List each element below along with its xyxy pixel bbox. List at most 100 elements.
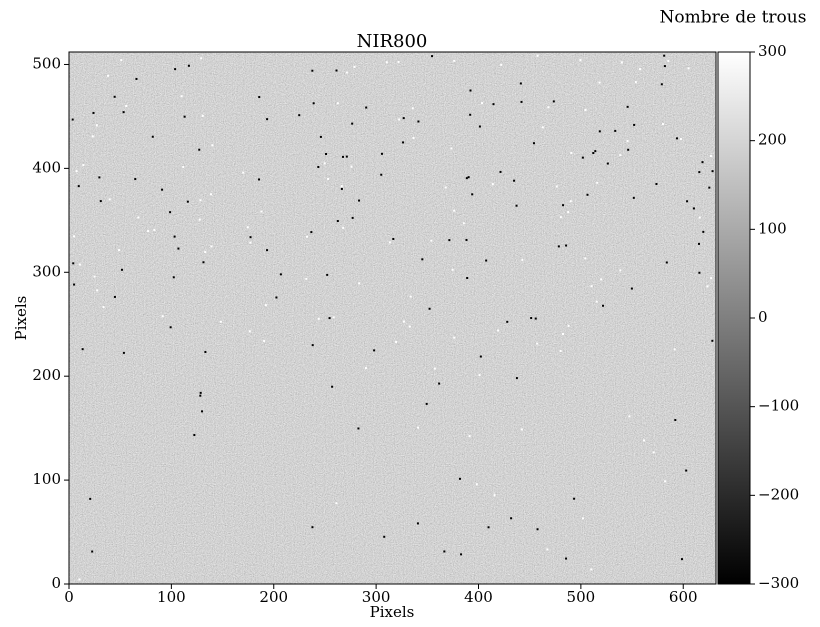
speck [341, 155, 344, 158]
speck [137, 216, 140, 219]
speck [317, 165, 320, 168]
speck [534, 317, 537, 320]
speck [565, 557, 568, 560]
speck [541, 126, 544, 129]
speck [421, 258, 424, 261]
speck [383, 535, 386, 538]
speck [78, 578, 81, 581]
speck [263, 340, 266, 343]
speck [555, 185, 558, 188]
speck [702, 230, 705, 233]
speck [573, 497, 576, 500]
speck [706, 285, 709, 288]
speck [466, 276, 469, 279]
speck [202, 261, 205, 264]
speck [125, 105, 128, 108]
speck [147, 230, 150, 233]
speck [210, 193, 213, 196]
speck [619, 269, 622, 272]
speck [546, 548, 549, 551]
speck [75, 170, 78, 173]
speck [614, 129, 617, 132]
speck [692, 207, 695, 210]
speck [520, 100, 523, 103]
speck [317, 317, 320, 320]
speck [345, 71, 348, 74]
speck [201, 410, 204, 413]
speck [153, 228, 156, 231]
speck [199, 391, 202, 394]
speck [458, 477, 461, 480]
speck [96, 289, 99, 292]
speck [82, 164, 85, 167]
speck [499, 170, 502, 173]
speck [598, 81, 601, 84]
speck [122, 111, 125, 114]
speck [596, 181, 599, 184]
speck [462, 222, 465, 225]
speck [557, 245, 560, 248]
speck [77, 185, 80, 188]
colorbar-tick-label: −100 [758, 397, 799, 415]
speck [98, 176, 101, 179]
speck [469, 113, 472, 116]
speck [73, 235, 76, 238]
speck [686, 200, 689, 203]
speck [536, 54, 539, 57]
speck [336, 102, 339, 105]
speck [626, 140, 629, 143]
speck [260, 210, 263, 213]
speck [590, 285, 593, 288]
speck [417, 120, 420, 123]
speck [351, 216, 354, 219]
speck [468, 435, 471, 438]
speck [601, 304, 604, 307]
speck [174, 68, 177, 71]
speck [438, 382, 441, 385]
speck [311, 69, 314, 72]
speck [626, 105, 629, 108]
speck [328, 317, 331, 320]
speck [567, 324, 570, 327]
speck [331, 385, 334, 388]
speck [193, 434, 196, 437]
speck [93, 275, 96, 278]
speck [199, 394, 202, 397]
speck [351, 122, 354, 125]
speck [655, 182, 658, 185]
colorbar-label: Nombre de trous [660, 8, 807, 28]
speck [204, 251, 207, 254]
speck [660, 83, 663, 86]
speck [478, 125, 481, 128]
speck [536, 528, 539, 531]
speck [515, 204, 518, 207]
speck [99, 200, 102, 203]
speck [561, 332, 564, 335]
colorbar-tick-label: 200 [758, 131, 787, 149]
speck [81, 348, 84, 351]
speck [500, 63, 503, 66]
speck [701, 161, 704, 164]
speck [584, 108, 587, 111]
speck [469, 89, 472, 92]
speck [107, 74, 110, 77]
y-tick-label: 200 [32, 366, 61, 384]
speck [249, 241, 252, 244]
speck [627, 148, 630, 151]
speck [332, 316, 335, 319]
speck [565, 244, 568, 247]
axes-frame [68, 51, 717, 585]
x-tick-label: 400 [464, 588, 493, 606]
speck [249, 236, 252, 239]
speck [358, 282, 361, 285]
speck [679, 138, 682, 141]
speck [582, 517, 585, 520]
speck [312, 102, 315, 105]
speck [590, 568, 593, 571]
speck [481, 102, 484, 105]
speck [210, 245, 213, 248]
colorbar-tick-label: 100 [758, 219, 787, 237]
speck [709, 155, 712, 158]
speck [428, 307, 431, 310]
speck [530, 317, 533, 320]
